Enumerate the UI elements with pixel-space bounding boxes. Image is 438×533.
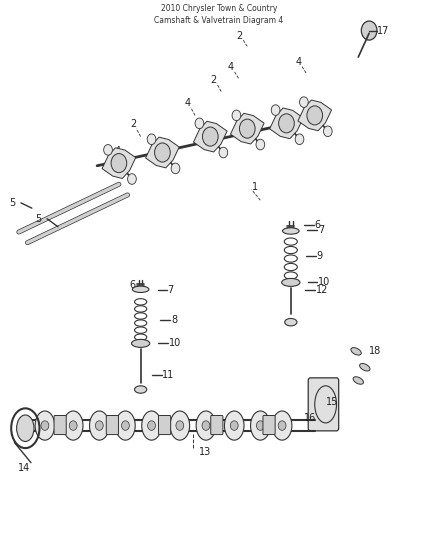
FancyBboxPatch shape bbox=[308, 378, 339, 431]
Ellipse shape bbox=[272, 411, 292, 440]
Text: 17: 17 bbox=[378, 26, 390, 36]
Text: 15: 15 bbox=[325, 397, 338, 407]
FancyBboxPatch shape bbox=[54, 416, 66, 434]
Ellipse shape bbox=[121, 421, 129, 430]
Text: 12: 12 bbox=[316, 285, 328, 295]
Circle shape bbox=[232, 110, 241, 120]
Ellipse shape bbox=[256, 421, 264, 430]
Text: 8: 8 bbox=[171, 314, 177, 325]
Ellipse shape bbox=[69, 421, 77, 430]
Text: 4: 4 bbox=[228, 62, 234, 72]
Circle shape bbox=[111, 154, 127, 173]
Ellipse shape bbox=[196, 411, 216, 440]
Text: 10: 10 bbox=[169, 338, 181, 349]
Ellipse shape bbox=[95, 421, 103, 430]
Text: 2: 2 bbox=[130, 119, 136, 130]
Ellipse shape bbox=[176, 421, 184, 430]
Text: 7: 7 bbox=[318, 225, 324, 236]
Text: 11: 11 bbox=[162, 370, 175, 380]
Circle shape bbox=[171, 163, 180, 174]
Polygon shape bbox=[230, 114, 264, 144]
Circle shape bbox=[104, 144, 113, 155]
Ellipse shape bbox=[132, 286, 149, 293]
Text: 7: 7 bbox=[168, 285, 174, 295]
Ellipse shape bbox=[282, 278, 300, 286]
Text: 1: 1 bbox=[252, 182, 258, 192]
Ellipse shape bbox=[142, 411, 161, 440]
Text: 3: 3 bbox=[199, 132, 205, 142]
Circle shape bbox=[361, 21, 377, 40]
Circle shape bbox=[155, 143, 170, 162]
Text: 9: 9 bbox=[317, 251, 323, 261]
Circle shape bbox=[323, 126, 332, 136]
Text: 5: 5 bbox=[35, 214, 42, 224]
FancyBboxPatch shape bbox=[211, 416, 223, 434]
Polygon shape bbox=[145, 137, 179, 168]
Text: 5: 5 bbox=[9, 198, 15, 208]
Circle shape bbox=[295, 134, 304, 144]
FancyBboxPatch shape bbox=[263, 416, 275, 434]
Circle shape bbox=[300, 97, 308, 108]
Circle shape bbox=[279, 114, 294, 133]
Text: 6: 6 bbox=[130, 280, 136, 290]
Text: 10: 10 bbox=[318, 277, 331, 287]
Polygon shape bbox=[102, 148, 136, 179]
Circle shape bbox=[240, 119, 255, 138]
Ellipse shape bbox=[148, 421, 155, 430]
Ellipse shape bbox=[283, 228, 299, 234]
Circle shape bbox=[219, 147, 228, 158]
Ellipse shape bbox=[278, 421, 286, 430]
Ellipse shape bbox=[251, 411, 270, 440]
Text: 13: 13 bbox=[199, 447, 212, 457]
Circle shape bbox=[195, 118, 204, 128]
Ellipse shape bbox=[64, 411, 83, 440]
Ellipse shape bbox=[41, 421, 49, 430]
Text: 2010 Chrysler Town & Country
Camshaft & Valvetrain Diagram 4: 2010 Chrysler Town & Country Camshaft & … bbox=[154, 4, 284, 25]
Ellipse shape bbox=[134, 386, 147, 393]
Text: 18: 18 bbox=[369, 346, 381, 357]
Circle shape bbox=[202, 127, 218, 146]
Ellipse shape bbox=[35, 411, 55, 440]
Ellipse shape bbox=[202, 421, 210, 430]
Polygon shape bbox=[194, 121, 227, 152]
Polygon shape bbox=[270, 108, 303, 139]
Text: 4: 4 bbox=[115, 146, 121, 156]
Text: 16: 16 bbox=[304, 413, 316, 423]
Ellipse shape bbox=[360, 364, 370, 371]
Ellipse shape bbox=[89, 411, 109, 440]
Circle shape bbox=[307, 106, 322, 125]
Ellipse shape bbox=[285, 318, 297, 326]
Ellipse shape bbox=[353, 377, 364, 384]
Ellipse shape bbox=[116, 411, 135, 440]
Ellipse shape bbox=[224, 411, 244, 440]
Ellipse shape bbox=[131, 340, 150, 348]
Text: 14: 14 bbox=[18, 463, 30, 473]
Ellipse shape bbox=[230, 421, 238, 430]
FancyBboxPatch shape bbox=[106, 416, 118, 434]
Text: 4: 4 bbox=[184, 98, 190, 108]
Circle shape bbox=[256, 139, 265, 150]
Text: 2: 2 bbox=[237, 31, 243, 41]
Circle shape bbox=[147, 134, 156, 144]
Ellipse shape bbox=[351, 348, 361, 355]
Ellipse shape bbox=[170, 411, 190, 440]
Polygon shape bbox=[298, 100, 332, 131]
Circle shape bbox=[271, 105, 280, 115]
Text: 4: 4 bbox=[295, 58, 301, 67]
Text: 2: 2 bbox=[210, 75, 216, 85]
Circle shape bbox=[127, 174, 136, 184]
FancyBboxPatch shape bbox=[159, 416, 171, 434]
Text: 6: 6 bbox=[315, 220, 321, 230]
Ellipse shape bbox=[17, 415, 34, 441]
